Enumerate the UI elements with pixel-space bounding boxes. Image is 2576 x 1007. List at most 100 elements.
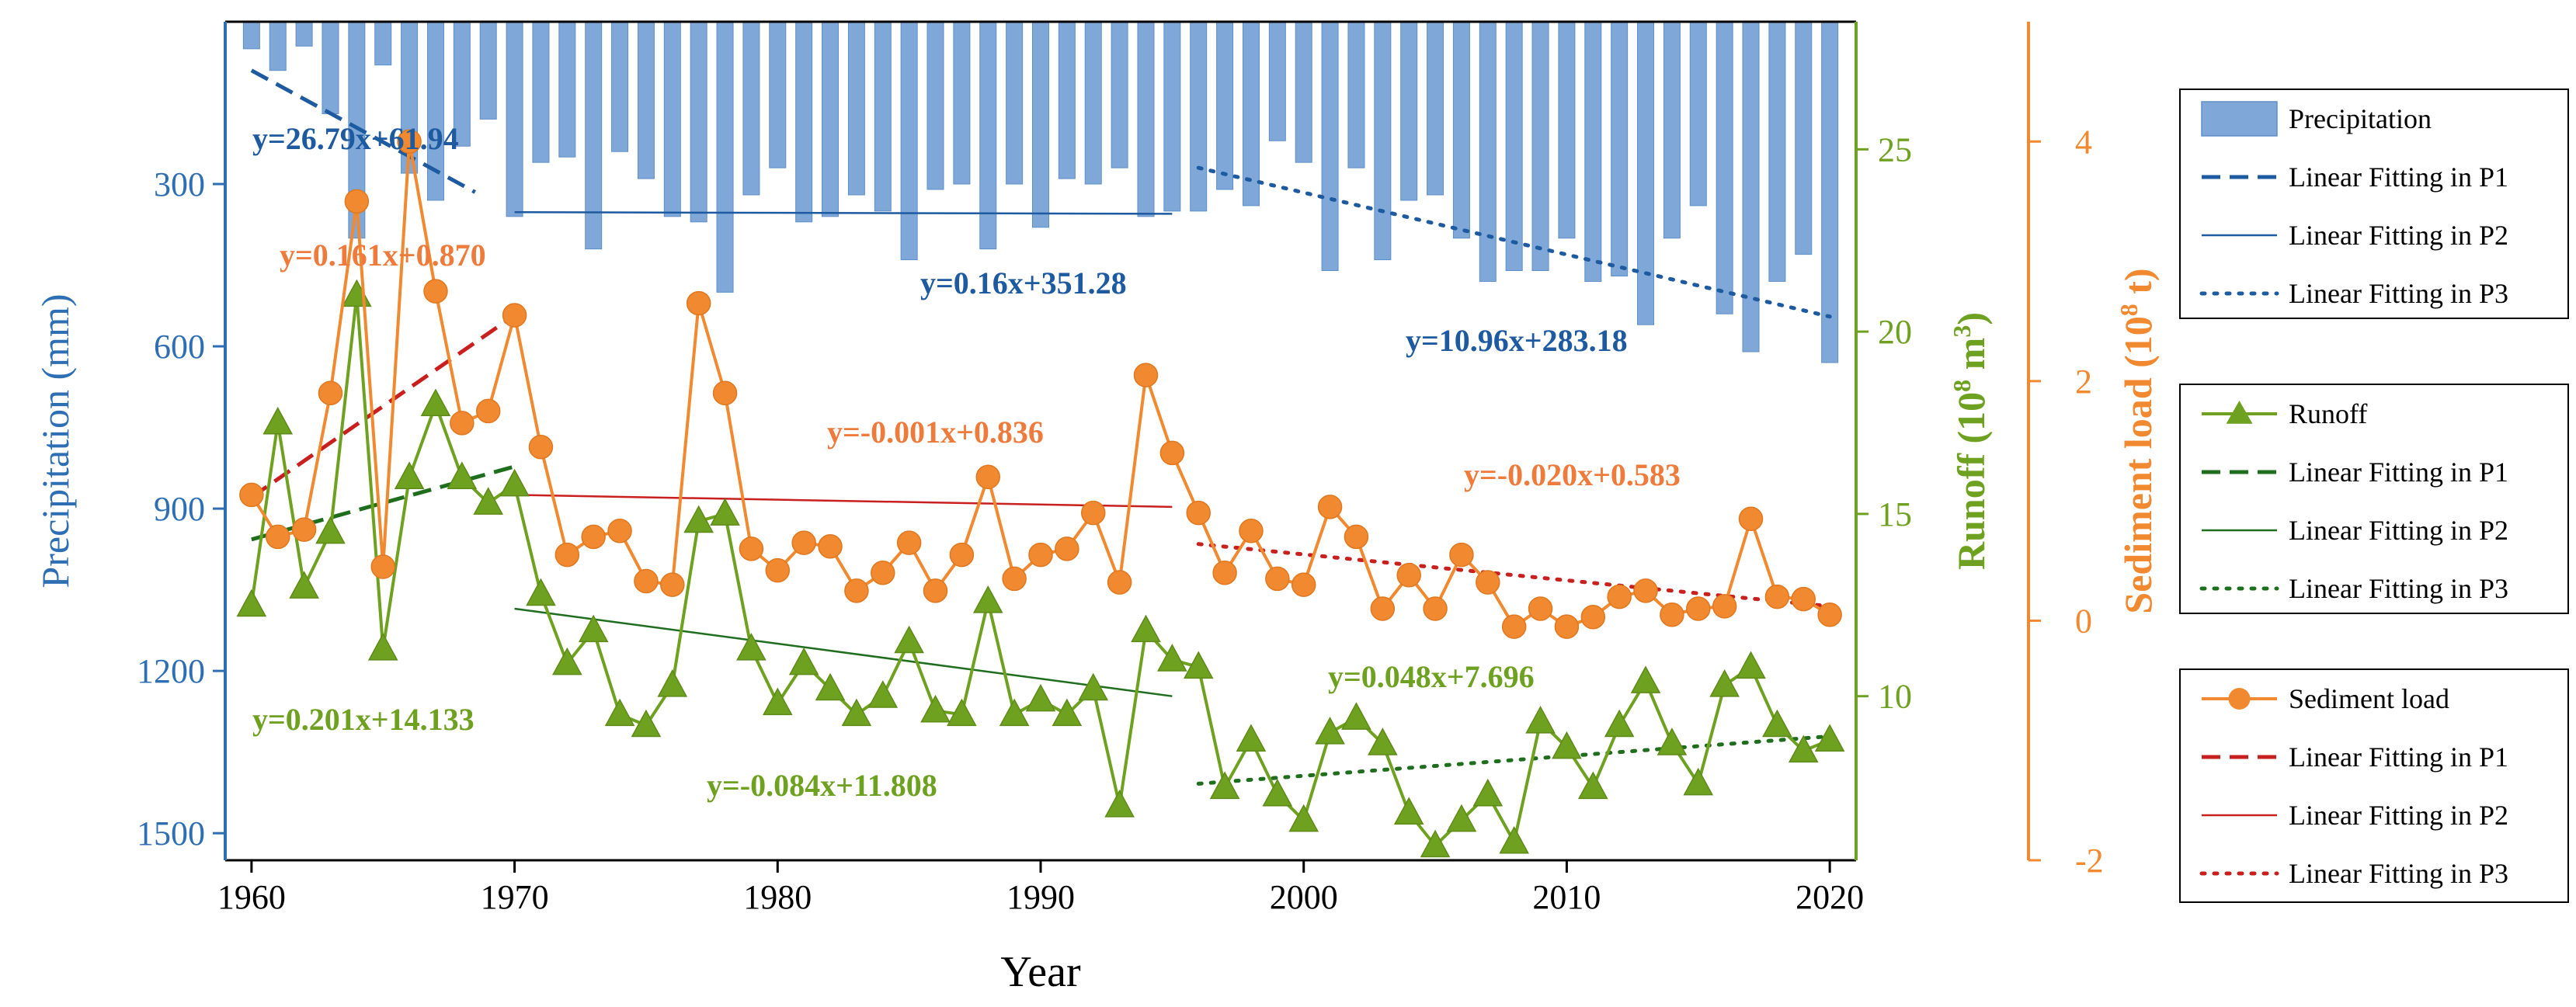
runoff-point [657,669,688,697]
precip-bar [1347,21,1365,168]
precip-bar [1821,21,1839,363]
sediment-point [765,557,791,583]
legend-sediment-label-0: Sediment load [2289,683,2449,714]
precip-bar [1190,21,1208,212]
sediment-point [344,189,370,214]
runoff-point [1499,825,1529,854]
precip-bar [690,21,707,223]
precip-bar [1268,21,1286,141]
runoff-point [1683,767,1714,796]
sediment-point [528,434,554,460]
precip-bar [1374,21,1392,261]
runoff-point [1262,778,1293,807]
runoff-point [1393,797,1424,825]
runoff-point [473,487,504,515]
sediment-point [502,303,527,328]
runoff-point [1052,698,1083,727]
sediment-point [1080,500,1106,526]
precip-bar [374,21,392,66]
precip-bar [1032,21,1049,228]
precip-bar [1216,21,1234,190]
sediment-point [1554,614,1580,639]
precip-bar [1163,21,1181,212]
runoff-point [1552,731,1582,759]
sediment-point [1212,560,1237,585]
precip-bar [1400,21,1418,201]
runoff-point [894,625,924,654]
runoff-point [1078,672,1109,701]
sediment-point [1607,584,1632,609]
runoff-tick-label: 25 [1878,130,1912,168]
runoff-point [552,647,582,675]
legend-precip-label-3: Linear Fitting in P3 [2289,278,2508,309]
precip-bar [1137,21,1155,217]
sediment-point [712,380,738,406]
sediment-axis-title-end: t) [2116,268,2160,304]
legend-runoff-label-3: Linear Fitting in P3 [2289,573,2508,604]
precip-bar [926,21,944,190]
legend-runoff-label-2: Linear Fitting in P2 [2289,515,2508,546]
precip-tick-label: 1200 [137,652,205,690]
precip-bar [900,21,918,261]
runoff-point [315,516,346,544]
sediment-point [871,560,895,585]
sediment-point [1291,572,1316,597]
sediment-point [1449,542,1474,568]
equation-runoff-p2: y=-0.084x+11.808 [707,768,937,803]
precip-bar [1321,21,1339,272]
precip-bar [558,21,576,158]
runoff-point [999,698,1030,727]
sediment-axis-title-main: Sediment load (10 [2116,316,2160,613]
runoff-axis-title-sup2: 3 [1948,325,1976,338]
runoff-point [1236,724,1267,752]
sediment-axis-title-sup: 8 [2115,304,2143,316]
sediment-point [1344,524,1369,550]
sediment-point [554,542,580,568]
runoff-point [920,694,951,723]
legend-runoff-label-1: Linear Fitting in P1 [2289,457,2508,488]
runoff-axis-title-unit: m [1949,338,1993,380]
sediment-tick-label: -2 [2075,842,2104,880]
precip-bar [874,21,892,212]
runoff-point [1157,644,1187,672]
sediment-point [1660,602,1684,627]
runoff-point [1736,651,1766,679]
sediment-point [239,482,264,508]
sediment-point [1764,584,1790,609]
runoff-tick-label: 10 [1878,678,1912,716]
precip-bar [611,21,629,152]
runoff-point [1420,829,1451,858]
equation-runoff-p1: y=0.201x+14.133 [252,702,475,737]
precip-bar [847,21,865,196]
precip-bar [426,21,444,201]
runoff-point [1604,709,1635,738]
precip-bar [1584,21,1602,282]
precip-bar [1084,21,1102,185]
runoff-point [262,406,294,435]
runoff-axis-title-end: ) [1949,312,1993,325]
sediment-point [844,578,869,603]
runoff-point [526,578,556,606]
precip-axis-title: Precipitation (mm) [33,293,77,588]
sediment-point [1580,605,1606,630]
legend-precip-swatch [2201,101,2278,137]
equation-precipitation-p2: y=0.16x+351.28 [920,266,1127,300]
sediment-point [1265,566,1290,592]
precip-bar [953,21,971,185]
legend-precip-label-0: Precipitation [2289,103,2432,134]
runoff-point [788,647,819,675]
x-tick-label: 1980 [743,878,812,916]
runoff-point [1341,702,1371,730]
precip-bar [295,21,313,47]
x-tick-label: 1990 [1006,878,1075,916]
sediment-point [1633,578,1658,603]
sediment-point [291,517,317,542]
runoff-point [1209,771,1240,800]
runoff-point [1762,709,1792,738]
fit-line-sediment-p2 [514,494,1173,509]
runoff-point [367,633,398,661]
runoff-point [499,468,530,497]
runoff-point [1577,771,1608,800]
sediment-point [1528,596,1553,621]
sediment-point [686,290,711,316]
